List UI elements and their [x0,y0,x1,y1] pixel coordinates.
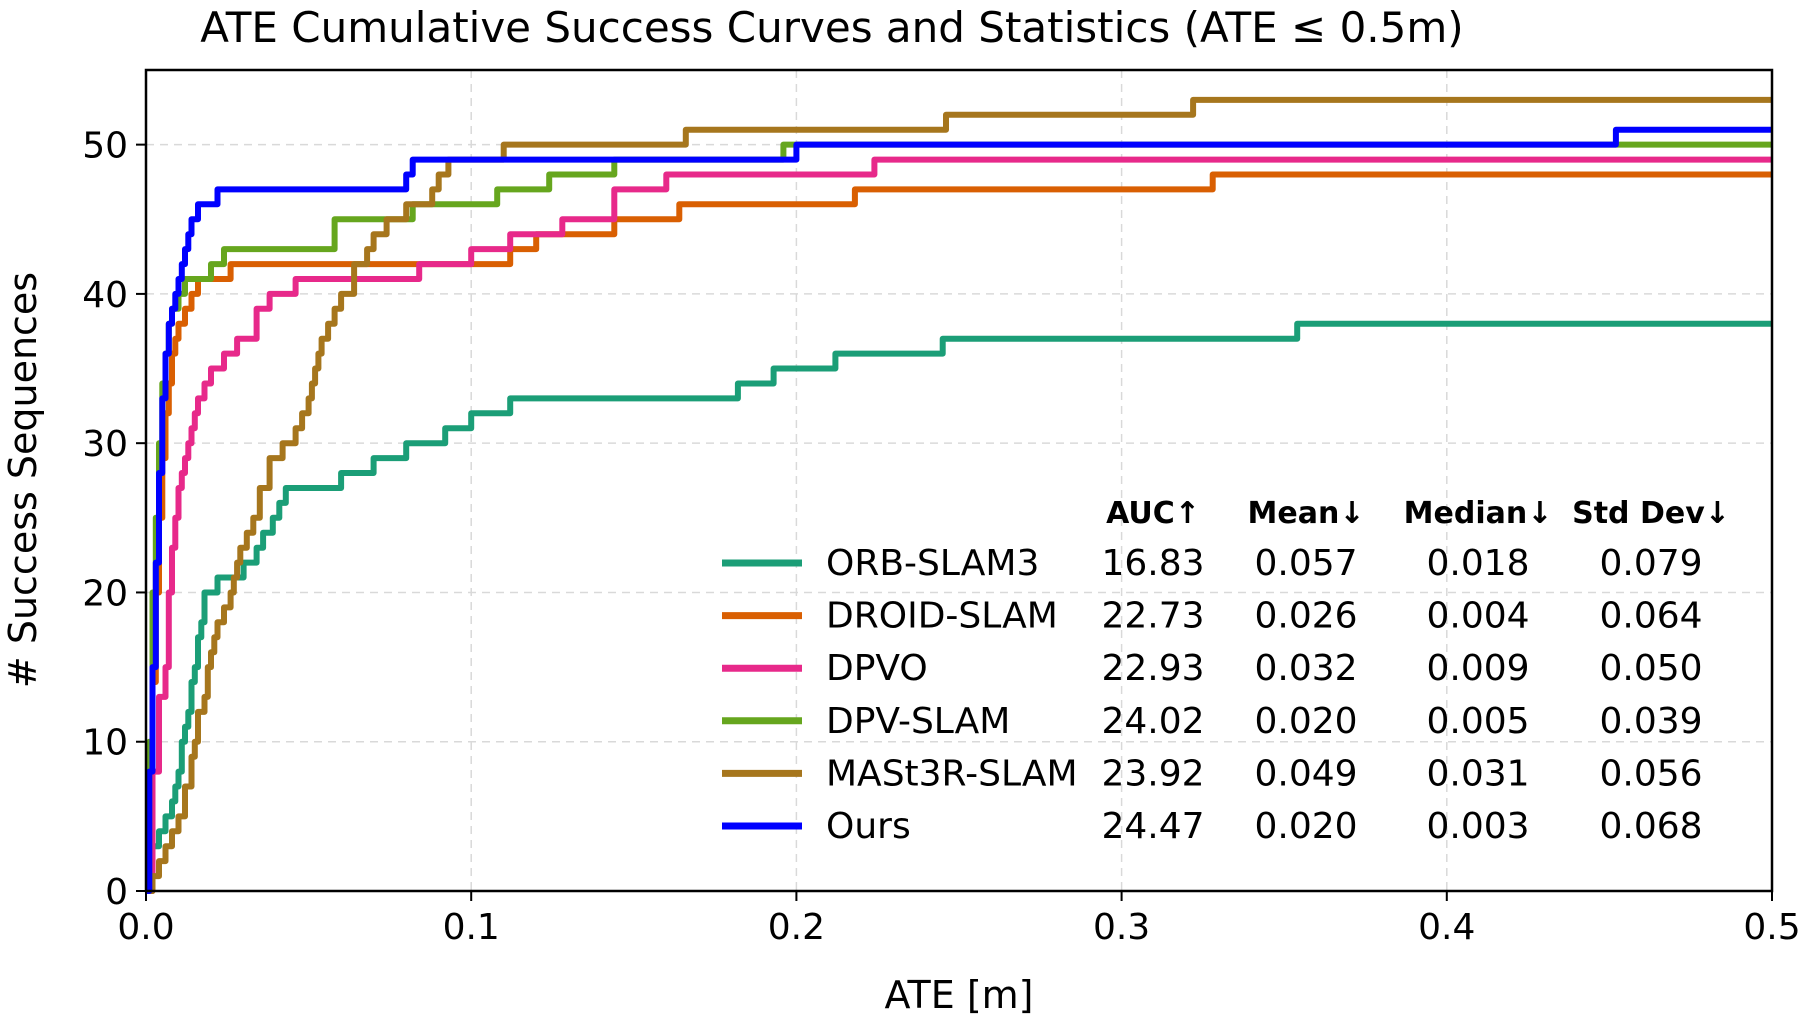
stat-value: 23.92 [1101,753,1204,794]
stat-value: 0.057 [1254,543,1357,584]
y-tick-label: 0 [105,872,128,913]
x-tick-label: 0.2 [768,907,825,948]
stat-header: Std Dev↓ [1572,496,1730,531]
stat-value: 0.032 [1254,648,1357,689]
plot-frame [144,68,1774,893]
axis-ticks: 0.0 0.1 0.2 0.3 0.4 0.5 0 10 20 30 40 50 [82,126,1800,948]
y-tick-label: 30 [82,424,128,465]
stat-header: AUC↑ [1106,496,1200,531]
stat-value: 0.079 [1599,543,1702,584]
legend-label-dpv-slam: DPV-SLAM [826,701,1010,742]
y-tick-label: 50 [82,126,128,167]
y-tick-label: 20 [82,573,128,614]
series-line-dpvo [146,156,1772,894]
stat-value: 24.02 [1101,701,1204,742]
x-tick-label: 0.5 [1743,907,1800,948]
stat-value: 0.005 [1426,701,1529,742]
y-tick-label: 10 [82,723,128,764]
y-tick-label: 40 [82,275,128,316]
series-line-mast3r-slam [146,96,1772,894]
stat-value: 16.83 [1101,543,1204,584]
x-axis-title: ATE [m] [884,973,1033,1017]
y-axis-title: # Success Sequences [1,272,45,688]
legend-stats-table: AUC↑ Mean↓ Median↓ Std Dev↓ ORB-SLAM3 16.83 0.… [722,496,1730,847]
legend-label-ours: Ours [826,806,911,847]
series-lines [146,96,1772,894]
x-tick-label: 0.3 [1093,907,1150,948]
stat-value: 22.93 [1101,648,1204,689]
legend-label-mast3r-slam: MASt3R-SLAM [826,753,1078,794]
stat-value: 0.020 [1254,806,1357,847]
stat-value: 22.73 [1101,596,1204,637]
stat-value: 0.031 [1426,753,1529,794]
legend-label-droid-slam: DROID-SLAM [826,596,1058,637]
stat-header: Mean↓ [1248,496,1365,531]
stat-value: 0.039 [1599,701,1702,742]
stat-value: 0.020 [1254,701,1357,742]
stat-value: 24.47 [1101,806,1204,847]
series-line-orb-slam3 [146,320,1772,894]
legend-label-orb-slam3: ORB-SLAM3 [826,543,1039,584]
stat-value: 0.056 [1599,753,1702,794]
stat-value: 0.009 [1426,648,1529,689]
stat-value: 0.026 [1254,596,1357,637]
x-tick-label: 0.1 [443,907,500,948]
stat-value: 0.003 [1426,806,1529,847]
stat-header: Median↓ [1404,496,1553,531]
stat-value: 0.049 [1254,753,1357,794]
legend-label-dpvo: DPVO [826,648,928,689]
stat-value: 0.050 [1599,648,1702,689]
x-tick-label: 0.0 [117,907,174,948]
stat-value: 0.064 [1599,596,1702,637]
stat-value: 0.068 [1599,806,1702,847]
stat-value: 0.004 [1426,596,1529,637]
x-tick-label: 0.4 [1418,907,1475,948]
stat-value: 0.018 [1426,543,1529,584]
series-line-ours [146,126,1772,894]
chart-title: ATE Cumulative Success Curves and Statis… [200,3,1463,52]
